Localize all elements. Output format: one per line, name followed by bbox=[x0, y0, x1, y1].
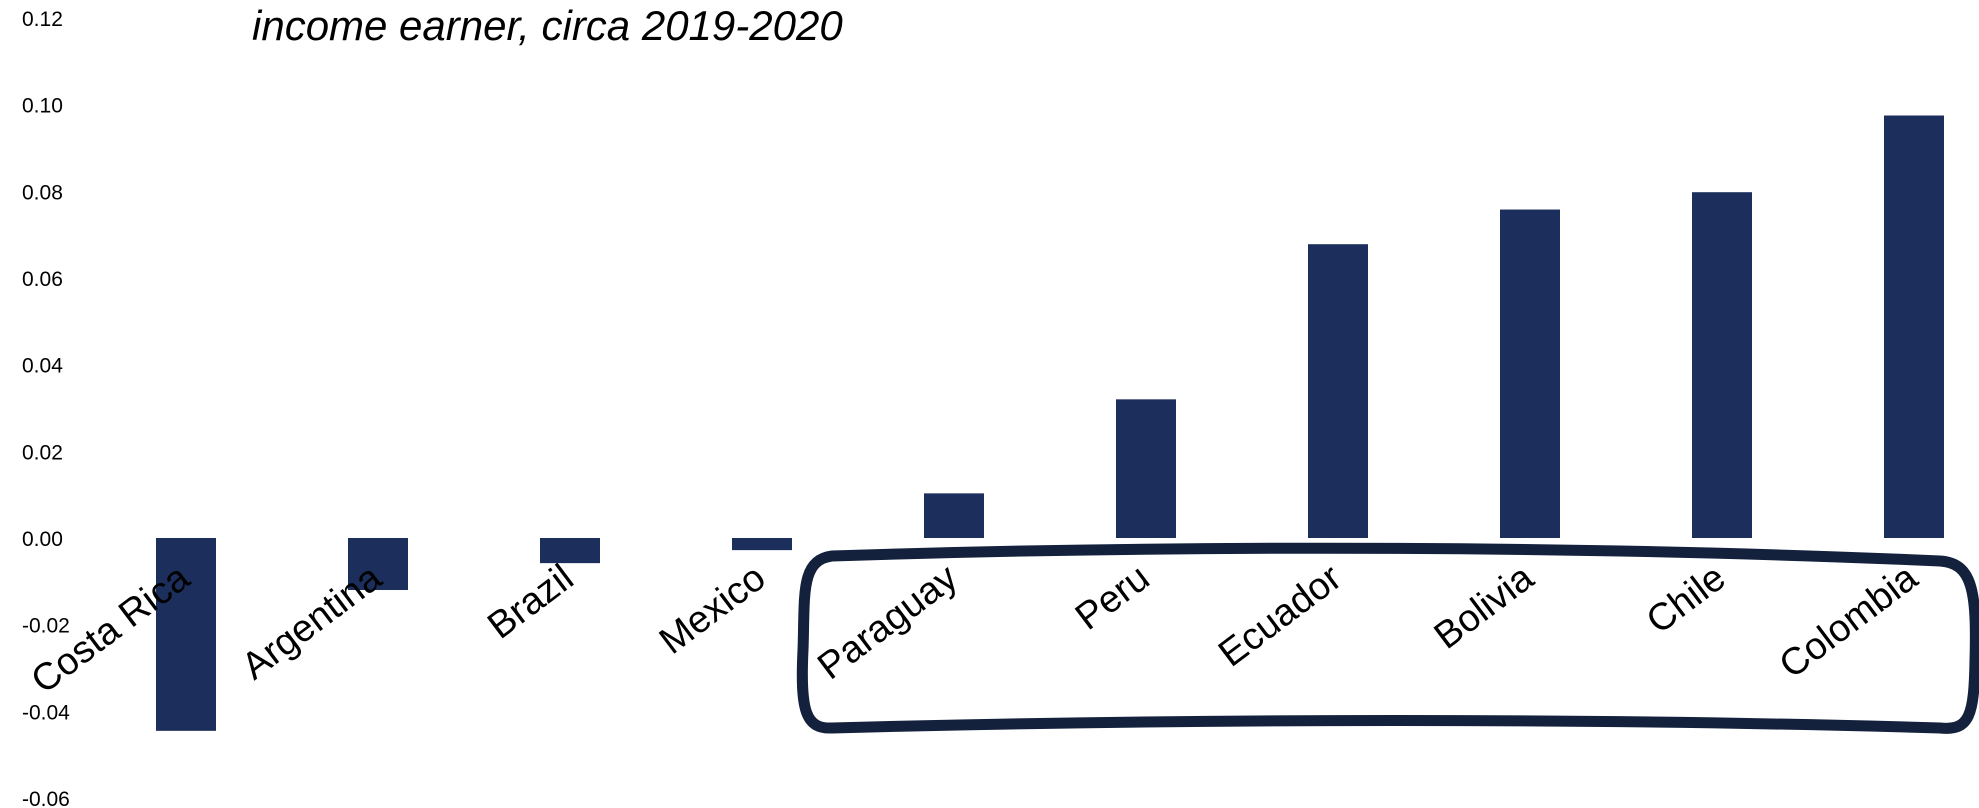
y-tick-label: -0.06 bbox=[22, 788, 70, 808]
bar-mexico bbox=[732, 538, 792, 551]
chart-title: income earner, circa 2019-2020 bbox=[252, 2, 843, 49]
y-tick-label: 0.08 bbox=[22, 181, 63, 204]
y-tick-label: -0.04 bbox=[22, 701, 70, 724]
x-tick-label: Ecuador bbox=[1211, 556, 1350, 675]
y-tick-label: 0.02 bbox=[22, 441, 63, 464]
bar-peru bbox=[1116, 399, 1176, 538]
bar-argentina bbox=[348, 538, 408, 590]
x-tick-label: Chile bbox=[1639, 557, 1733, 643]
bar-brazil bbox=[540, 538, 600, 564]
bar-paraguay bbox=[924, 493, 984, 538]
bar-colombia bbox=[1884, 115, 1944, 538]
x-tick-label: Argentina bbox=[234, 556, 390, 688]
y-tick-label: 0.06 bbox=[22, 268, 63, 291]
highlight-outline bbox=[796, 542, 1979, 734]
x-tick-label: Mexico bbox=[652, 557, 773, 663]
y-axis: 0.12 0.10 0.08 0.06 0.04 0.02 0.00 -0.02 -0.04 -0… bbox=[22, 8, 70, 808]
y-tick-label: 0.00 bbox=[22, 528, 63, 551]
category-labels: Costa Rica Argentina Brazil Mexico Paraguay P… bbox=[24, 556, 1926, 702]
bars bbox=[156, 115, 1944, 731]
bar-ecuador bbox=[1308, 244, 1368, 538]
x-tick-label: Bolivia bbox=[1427, 556, 1542, 657]
x-tick-label: Colombia bbox=[1772, 556, 1926, 687]
y-tick-label: 0.04 bbox=[22, 355, 63, 378]
y-tick-label: 0.12 bbox=[22, 8, 63, 31]
bar-costa-rica bbox=[156, 538, 216, 731]
y-tick-label: -0.02 bbox=[22, 615, 70, 638]
x-tick-label: Brazil bbox=[480, 557, 581, 648]
y-tick-label: 0.10 bbox=[22, 95, 63, 118]
x-tick-label: Paraguay bbox=[810, 557, 965, 688]
x-tick-label: Peru bbox=[1068, 557, 1157, 639]
bar-chile bbox=[1692, 192, 1752, 538]
bar-bolivia bbox=[1500, 209, 1560, 539]
